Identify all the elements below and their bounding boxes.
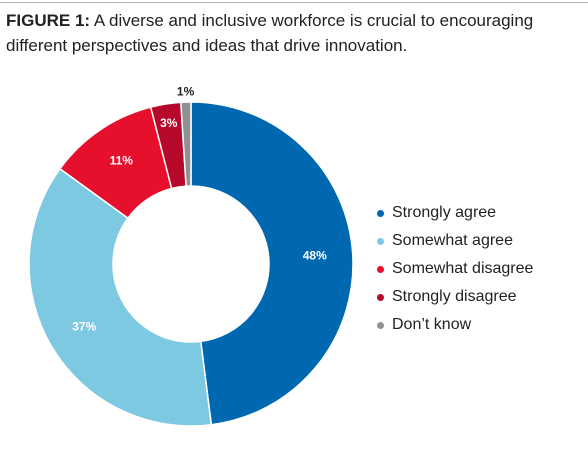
- legend-label-somewhat-agree: Somewhat agree: [392, 232, 513, 249]
- figure-caption: A diverse and inclusive workforce is cru…: [6, 11, 534, 55]
- chart-legend: Strongly agree Somewhat agree Somewhat dis…: [377, 199, 533, 339]
- legend-item-strongly-disagree: Strongly disagree: [377, 283, 533, 311]
- slice-don-t-know: [180, 101, 192, 187]
- figure-label: FIGURE 1:: [6, 11, 91, 30]
- legend-item-strongly-agree: Strongly agree: [377, 199, 533, 227]
- slice-label-don-t-know: 1%: [177, 84, 195, 98]
- slice-label-somewhat-agree: 37%: [72, 319, 96, 333]
- slice-label-strongly-disagree: 3%: [160, 116, 178, 130]
- legend-swatch-somewhat-agree: [377, 237, 384, 245]
- legend-swatch-somewhat-disagree: [377, 265, 384, 273]
- legend-item-don-t-know: Don’t know: [377, 311, 533, 339]
- legend-swatch-strongly-agree: [377, 209, 384, 217]
- legend-label-strongly-disagree: Strongly disagree: [392, 288, 517, 305]
- slice-label-strongly-agree: 48%: [303, 248, 327, 262]
- slice-strongly-agree: [190, 101, 354, 426]
- legend-swatch-strongly-disagree: [377, 293, 384, 301]
- legend-label-somewhat-disagree: Somewhat disagree: [392, 260, 534, 277]
- legend-item-somewhat-disagree: Somewhat disagree: [377, 255, 533, 283]
- legend-label-don-t-know: Don’t know: [392, 316, 472, 333]
- slice-somewhat-agree: [28, 167, 213, 427]
- slice-label-somewhat-disagree: 11%: [110, 154, 134, 168]
- legend-label-strongly-agree: Strongly agree: [392, 204, 497, 221]
- legend-swatch-don-t-know: [377, 321, 384, 329]
- figure-title: FIGURE 1: A diverse and inclusive workfo…: [6, 8, 581, 58]
- top-rule: [0, 2, 588, 3]
- legend-item-somewhat-agree: Somewhat agree: [377, 227, 533, 255]
